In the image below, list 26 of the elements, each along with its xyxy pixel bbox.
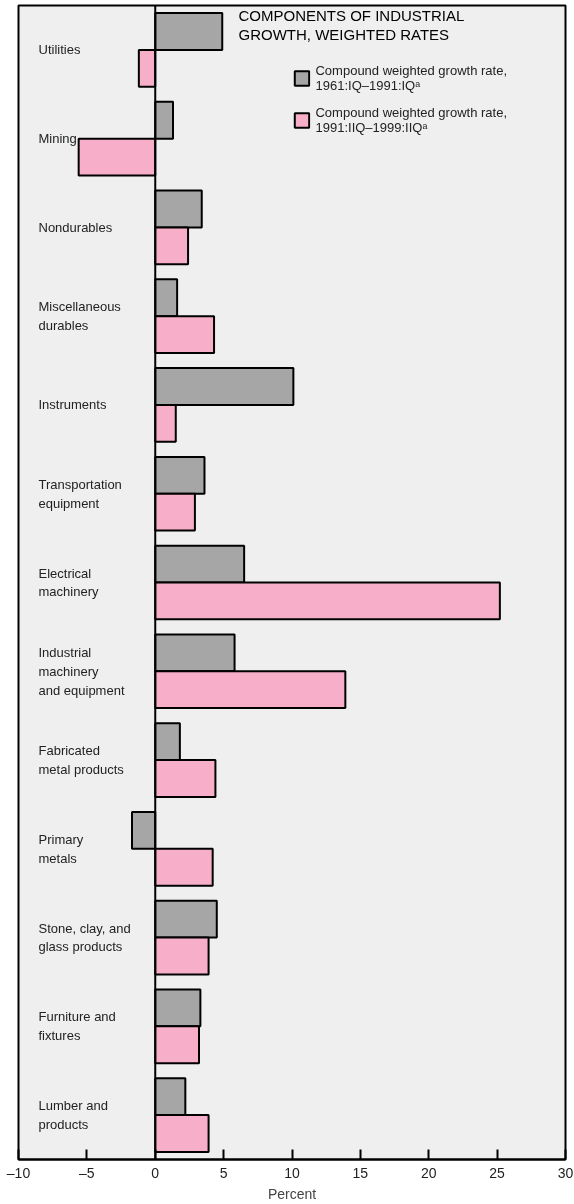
y-tick-label: Fabricated metal products (38, 743, 125, 777)
y-tick-label: Instruments (38, 397, 107, 413)
x-tick-label: 15 (352, 1164, 369, 1181)
x-tick-label: –5 (79, 1164, 95, 1181)
y-tick-label: Utilities (38, 42, 81, 58)
legend-label: Compound weighted growth rate, 1961:IQ–1991:IQᵃ (315, 63, 507, 93)
y-tick-label: Transportation equipment (38, 476, 122, 511)
x-axis-title: Percent (267, 1185, 317, 1202)
y-tick-label: Primary metals (38, 831, 84, 866)
x-tick-label: 30 (557, 1164, 574, 1181)
y-tick-label: Furniture and fixtures (38, 1009, 116, 1044)
x-tick-label: 20 (420, 1164, 437, 1181)
text: COMPONENTS OF INDUSTRIAL GROWTH, WEIGHTED RATES (238, 6, 465, 44)
x-tick-label: 0 (151, 1164, 160, 1181)
x-tick-label: 10 (284, 1164, 300, 1181)
x-tick-label: –10 (6, 1164, 31, 1181)
y-tick-label: Lumber and products (38, 1098, 108, 1132)
x-tick-label: 25 (489, 1164, 506, 1181)
x-tick-label: 5 (219, 1164, 228, 1181)
y-tick-label: Nondurables (38, 219, 113, 235)
y-tick-label: Mining (38, 131, 77, 147)
legend-label: Compound weighted growth rate, 1991:IIQ–1999:IIQᵃ (315, 105, 507, 135)
y-tick-label: Electrical machinery (38, 565, 99, 600)
y-tick-label: Stone, clay, and glass products (38, 920, 131, 955)
y-tick-label: Miscellaneous durables (38, 299, 122, 334)
y-tick-label: Industrial machinery and equipment (38, 645, 125, 698)
